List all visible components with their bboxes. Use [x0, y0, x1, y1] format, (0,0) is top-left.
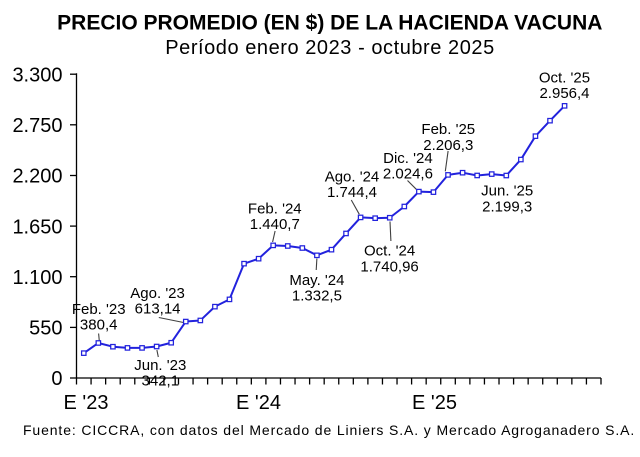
svg-text:PRECIO PROMEDIO (EN $) DE LA H: PRECIO PROMEDIO (EN $) DE LA HACIENDA VA… [57, 11, 602, 34]
svg-text:Dic. '24: Dic. '24 [383, 150, 433, 167]
svg-text:Feb. '23: Feb. '23 [72, 301, 126, 318]
svg-text:1.740,96: 1.740,96 [360, 258, 418, 275]
svg-text:Ago. '24: Ago. '24 [325, 169, 380, 186]
svg-text:Oct. '25: Oct. '25 [539, 69, 590, 86]
svg-text:342,1: 342,1 [142, 373, 180, 390]
svg-text:613,14: 613,14 [135, 300, 181, 317]
svg-text:2.199,3: 2.199,3 [482, 198, 532, 215]
svg-text:E '24: E '24 [236, 392, 281, 414]
svg-text:2.024,6: 2.024,6 [383, 166, 433, 183]
svg-text:Jun. '25: Jun. '25 [481, 183, 533, 200]
svg-text:Jun. '23: Jun. '23 [134, 357, 186, 374]
svg-text:1.332,5: 1.332,5 [292, 287, 342, 304]
svg-text:0: 0 [51, 368, 62, 390]
svg-text:1.744,4: 1.744,4 [327, 184, 377, 201]
svg-text:E '25: E '25 [412, 392, 457, 414]
svg-text:1.650: 1.650 [12, 216, 62, 238]
svg-text:Fuente: CICCRA, con datos del: Fuente: CICCRA, con datos del Mercado de… [23, 422, 635, 438]
svg-text:Período enero 2023 - octubre 2: Período enero 2023 - octubre 2025 [165, 37, 495, 59]
svg-text:Feb. '25: Feb. '25 [421, 121, 475, 138]
svg-text:2.956,4: 2.956,4 [539, 85, 589, 102]
svg-text:May. '24: May. '24 [289, 272, 344, 289]
svg-text:Oct. '24: Oct. '24 [364, 243, 415, 260]
svg-text:2.750: 2.750 [12, 115, 62, 137]
svg-text:Ago. '23: Ago. '23 [130, 285, 185, 302]
svg-text:550: 550 [29, 318, 62, 340]
svg-text:2.206,3: 2.206,3 [423, 137, 473, 154]
svg-text:E '23: E '23 [64, 392, 109, 414]
svg-text:Feb. '24: Feb. '24 [248, 201, 302, 218]
svg-text:1.100: 1.100 [12, 267, 62, 289]
svg-text:1.440,7: 1.440,7 [250, 216, 300, 233]
svg-text:380,4: 380,4 [80, 317, 118, 334]
svg-text:3.300: 3.300 [12, 64, 62, 86]
svg-text:2.200: 2.200 [12, 166, 62, 188]
